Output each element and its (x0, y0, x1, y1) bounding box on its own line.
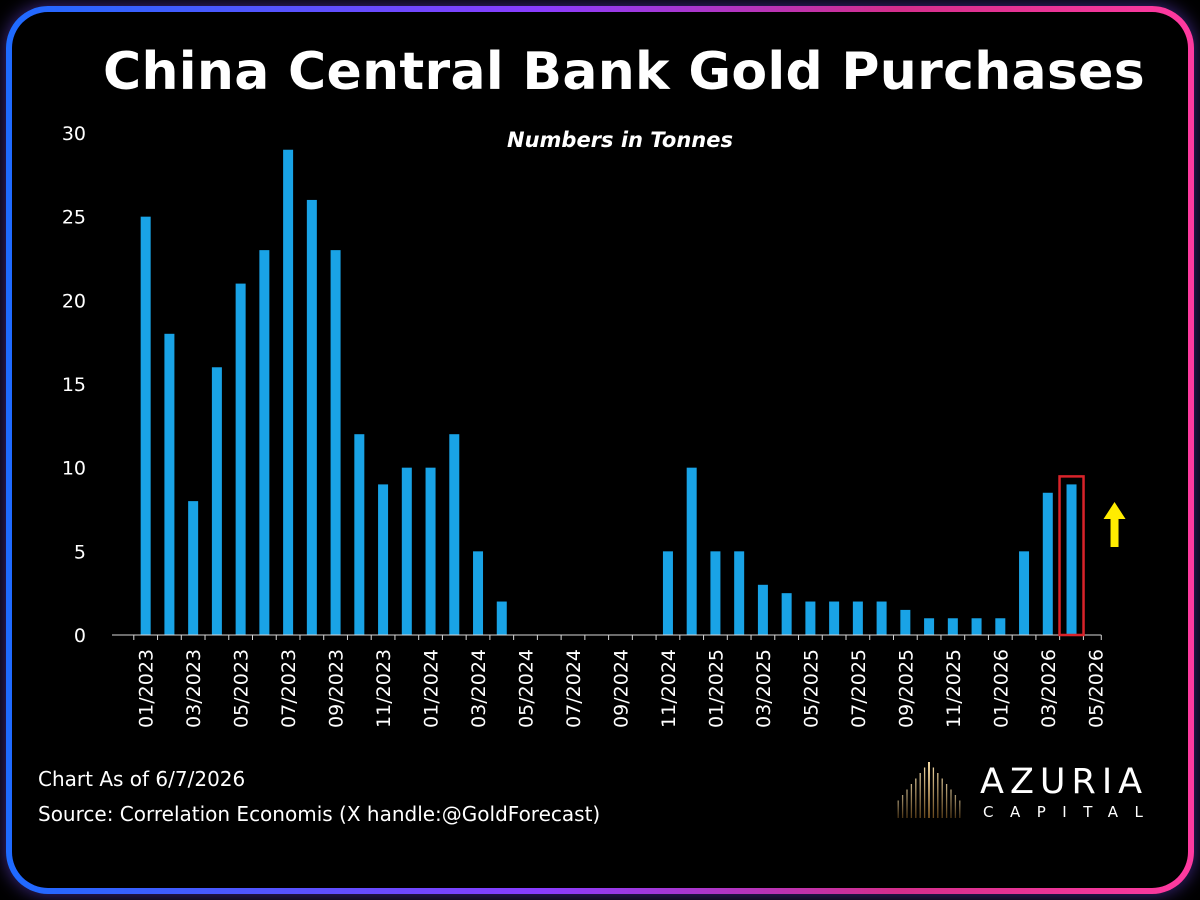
logo-ray (945, 784, 948, 818)
x-tick-label: 07/2025 (848, 649, 870, 728)
x-tick-label: 09/2023 (326, 649, 348, 728)
bar-09-2023 (330, 250, 341, 635)
bar-01-2025 (710, 551, 721, 635)
x-tick-label: 11/2023 (373, 649, 395, 728)
bars-group (140, 149, 1077, 635)
up-arrow-icon (1103, 502, 1126, 547)
x-axis: 01/2023 03/2023 05/2023 07/2023 09/2023 11/20… (112, 634, 1107, 728)
y-tick-label: 20 (62, 290, 86, 312)
x-tick-label: 05/2026 (1085, 649, 1107, 728)
bar-01-2024 (425, 467, 436, 635)
logo-ray (932, 767, 935, 818)
bar-08-2023 (306, 199, 317, 635)
y-axis: 0 5 10 15 20 25 30 (62, 123, 86, 647)
bar-08-2025 (876, 601, 887, 635)
logo-ray (937, 773, 939, 818)
x-tick-label: 03/2023 (183, 649, 205, 728)
bar-04-2026 (1066, 484, 1077, 635)
bar-03-2026 (1042, 492, 1053, 635)
x-tick-label: 01/2025 (705, 649, 727, 728)
logo-ray (954, 795, 957, 818)
x-tick-label: 05/2024 (516, 649, 538, 728)
x-tick-label: 09/2025 (895, 649, 917, 728)
bar-03-2023 (188, 501, 199, 635)
bar-01-2026 (995, 618, 1006, 635)
bar-03-2025 (757, 584, 768, 635)
highlight-box (1058, 475, 1085, 637)
x-tick-label: 01/2024 (421, 649, 443, 728)
x-tick-label: 03/2024 (468, 649, 490, 728)
x-tick-label: 05/2023 (231, 649, 253, 728)
logo-ray (923, 767, 926, 818)
x-tick-label: 07/2024 (563, 649, 585, 728)
chart-subtitle: Numbers in Tonnes (507, 128, 733, 152)
x-tick-label: 09/2024 (610, 649, 632, 728)
logo-ray (897, 800, 899, 818)
bar-02-2023 (164, 333, 175, 635)
chart-title: China Central Bank Gold Purchases (103, 42, 1145, 102)
bar-11-2024 (662, 551, 673, 635)
x-tick-label: 01/2023 (136, 649, 158, 728)
logo-ray (919, 773, 921, 818)
x-tick-label: 07/2023 (278, 649, 300, 728)
annotations (1058, 475, 1126, 637)
y-tick-label: 15 (62, 374, 86, 396)
bar-06-2025 (829, 601, 840, 635)
x-tick-label: 01/2026 (990, 649, 1012, 728)
chart-panel (12, 12, 1188, 888)
y-tick-label: 30 (62, 123, 86, 145)
bar-05-2025 (805, 601, 816, 635)
y-tick-label: 0 (74, 625, 86, 647)
bar-11-2023 (378, 484, 389, 635)
bar-12-2024 (686, 467, 697, 635)
logo-ray (901, 795, 904, 818)
source-note: Source: Correlation Economis (X handle:@… (38, 802, 601, 826)
bar-03-2024 (473, 551, 484, 635)
bar-04-2024 (496, 601, 507, 635)
x-tick-label: 05/2025 (800, 649, 822, 728)
x-tick-label: 03/2026 (1038, 649, 1060, 728)
bar-07-2025 (852, 601, 863, 635)
bar-02-2024 (449, 434, 460, 635)
x-tick-label: 11/2024 (658, 649, 680, 728)
logo-ray (928, 762, 930, 818)
x-tick-label: 11/2025 (943, 649, 965, 728)
bar-01-2023 (140, 216, 151, 635)
y-tick-label: 25 (62, 207, 86, 229)
bar-10-2023 (354, 434, 365, 635)
bar-06-2023 (259, 250, 270, 635)
bar-10-2025 (924, 618, 935, 635)
bar-12-2023 (401, 467, 412, 635)
chart-date: Chart As of 6/7/2026 (38, 767, 246, 791)
logo-ray (950, 789, 952, 818)
bar-02-2025 (734, 551, 745, 635)
y-tick-label: 10 (62, 458, 86, 480)
bar-12-2025 (971, 618, 982, 635)
bar-09-2025 (900, 609, 911, 635)
logo-ray (959, 800, 961, 818)
golden-rays-icon (897, 762, 961, 818)
bar-07-2023 (283, 149, 294, 635)
x-tick-label: 03/2025 (753, 649, 775, 728)
y-tick-label: 5 (74, 541, 86, 563)
bar-04-2023 (211, 367, 222, 635)
bar-02-2026 (1019, 551, 1030, 635)
logo-ray (915, 778, 917, 818)
bar-04-2025 (781, 593, 792, 635)
logo-name: AZURIA (980, 762, 1149, 802)
logo-subname: CAPITAL (983, 803, 1160, 821)
logo-ray (910, 784, 913, 818)
bar-11-2025 (947, 618, 958, 635)
logo-ray (941, 778, 943, 818)
logo-ray (906, 789, 908, 818)
bar-05-2023 (235, 283, 246, 635)
